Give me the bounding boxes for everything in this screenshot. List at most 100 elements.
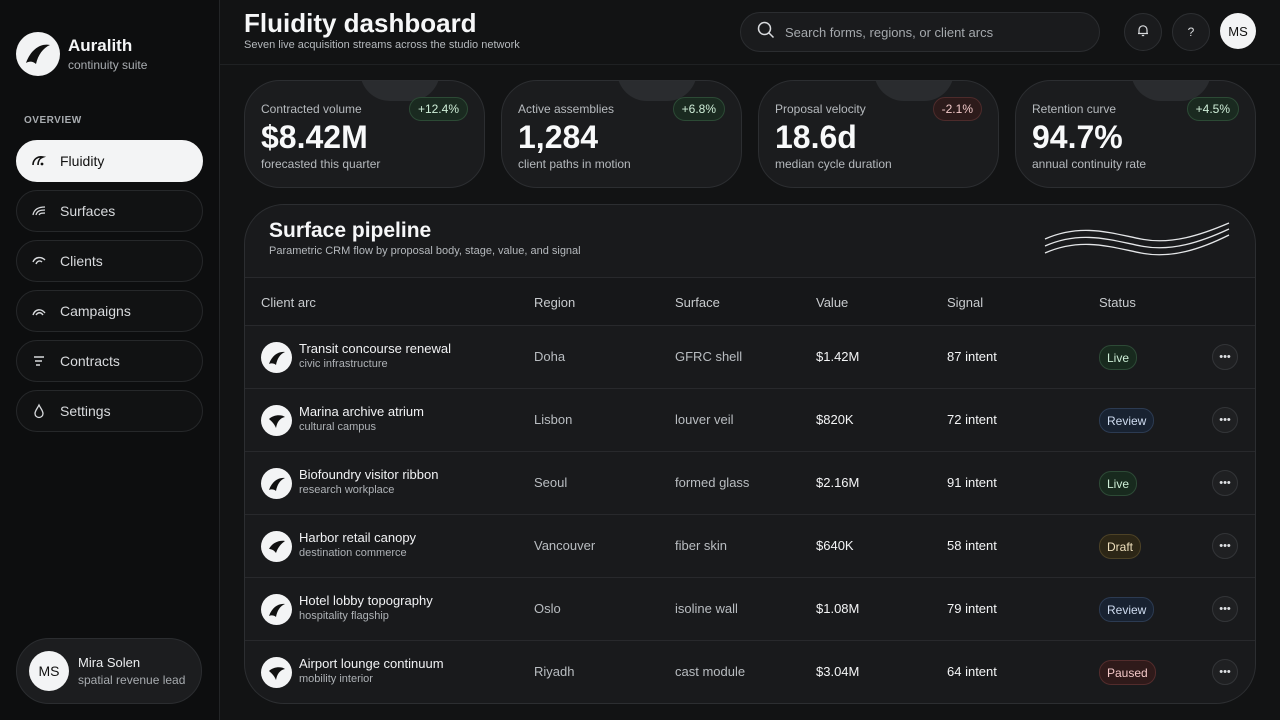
pipeline-subtitle: Parametric CRM flow by proposal body, st… (269, 245, 581, 257)
brand-text: Auralith continuity suite (68, 36, 147, 72)
column-header-status[interactable]: Status (1099, 295, 1136, 310)
value-cell: $2.16M (816, 475, 860, 490)
kpi-card-notch (360, 81, 440, 101)
more-options-button[interactable]: ••• (1212, 470, 1238, 496)
table-row[interactable]: Hotel lobby topography hospitality flags… (245, 578, 1255, 641)
notifications-button[interactable] (1124, 13, 1162, 51)
surface-cell: fiber skin (675, 538, 728, 553)
kpi-label: Active assemblies (518, 102, 615, 116)
ellipsis-icon: ••• (1219, 665, 1231, 678)
kpi-label: Contracted volume (261, 102, 362, 116)
ellipsis-icon: ••• (1219, 476, 1231, 489)
header-divider (220, 64, 1280, 65)
page-subtitle: Seven live acquisition streams across th… (244, 39, 520, 51)
auralith-logo-icon (16, 32, 60, 76)
signal-cell: 87 intent (947, 349, 997, 364)
value-cell: $3.04M (816, 664, 860, 679)
table-row[interactable]: Biofoundry visitor ribbon research workp… (245, 452, 1255, 515)
kpi-note: client paths in motion (518, 157, 631, 171)
more-options-button[interactable]: ••• (1212, 407, 1238, 433)
more-options-button[interactable]: ••• (1212, 533, 1238, 559)
surface-pipeline-panel: Surface pipeline Parametric CRM flow by … (244, 204, 1256, 704)
table-row[interactable]: Airport lounge continuum mobility interi… (245, 641, 1255, 703)
sidebar-item-clients[interactable]: Clients (16, 240, 203, 282)
client-arc-logo-icon (261, 594, 292, 625)
page-title: Fluidity dashboard (244, 8, 477, 38)
kpi-delta-badge: +6.8% (672, 97, 725, 121)
help-button[interactable]: ? (1172, 13, 1210, 51)
table-row[interactable]: Harbor retail canopy destination commerc… (245, 515, 1255, 578)
surface-cell: isoline wall (675, 601, 738, 616)
flow-wave-decoration-icon (1044, 222, 1230, 256)
client-category: research workplace (299, 484, 395, 496)
drop-icon (31, 403, 47, 419)
sidebar-item-fluidity[interactable]: Fluidity (16, 140, 203, 182)
user-profile-card[interactable]: MS Mira Solen spatial revenue lead (16, 638, 202, 704)
sidebar-item-label: Surfaces (60, 203, 116, 219)
client-name: Marina archive atrium (299, 404, 424, 419)
region-cell: Seoul (534, 475, 568, 490)
signal-cell: 79 intent (947, 601, 997, 616)
value-cell: $1.42M (816, 349, 860, 364)
column-header-signal[interactable]: Signal (947, 295, 984, 310)
sidebar-item-contracts[interactable]: Contracts (16, 340, 203, 382)
user-name: Mira Solen (78, 655, 141, 670)
ellipsis-icon: ••• (1219, 602, 1231, 615)
kpi-label: Proposal velocity (775, 102, 866, 116)
sidebar-item-label: Campaigns (60, 303, 131, 319)
search-input[interactable] (785, 24, 1085, 40)
kpi-card-contracted-volume[interactable]: Contracted volume $8.42M forecasted this… (244, 80, 485, 188)
sidebar-item-surfaces[interactable]: Surfaces (16, 190, 203, 232)
sidebar-item-label: Settings (60, 403, 111, 419)
column-header-client-arc[interactable]: Client arc (261, 295, 316, 310)
sidebar-item-campaigns[interactable]: Campaigns (16, 290, 203, 332)
column-header-region[interactable]: Region (534, 295, 576, 310)
more-options-button[interactable]: ••• (1212, 659, 1238, 685)
table-row[interactable]: Marina archive atrium cultural campus Li… (245, 389, 1255, 452)
region-cell: Lisbon (534, 412, 573, 427)
surface-cell: louver veil (675, 412, 734, 427)
value-cell: $820K (816, 412, 854, 427)
kpi-card-retention-curve[interactable]: Retention curve 94.7% annual continuity … (1015, 80, 1256, 188)
brand-subtitle: continuity suite (68, 58, 148, 72)
column-header-surface[interactable]: Surface (675, 295, 720, 310)
header-avatar[interactable]: MS (1220, 13, 1256, 49)
client-category: cultural campus (299, 421, 377, 433)
status-badge: Live (1099, 345, 1138, 370)
client-arc-logo-icon (261, 468, 292, 499)
kpi-card-active-assemblies[interactable]: Active assemblies 1,284 client paths in … (501, 80, 742, 188)
client-arc-logo-icon (261, 342, 292, 373)
gauge-icon (31, 153, 47, 169)
help-label: ? (1187, 25, 1195, 39)
status-badge: Live (1099, 471, 1138, 496)
table-row[interactable]: Transit concourse renewal civic infrastr… (245, 326, 1255, 389)
more-options-button[interactable]: ••• (1212, 596, 1238, 622)
client-arc-icon (31, 253, 47, 269)
surface-cell: GFRC shell (675, 349, 743, 364)
brand[interactable]: Auralith continuity suite (16, 32, 147, 76)
kpi-card-proposal-velocity[interactable]: Proposal velocity 18.6d median cycle dur… (758, 80, 999, 188)
sidebar-item-settings[interactable]: Settings (16, 390, 203, 432)
column-header-value[interactable]: Value (816, 295, 849, 310)
region-cell: Riyadh (534, 664, 575, 679)
client-arc-logo-icon (261, 405, 292, 436)
sidebar-item-label: Clients (60, 253, 103, 269)
region-cell: Vancouver (534, 538, 596, 553)
sidebar-item-label: Fluidity (60, 153, 105, 169)
ellipsis-icon: ••• (1219, 350, 1231, 363)
signal-cell: 91 intent (947, 475, 997, 490)
signal-cell: 58 intent (947, 538, 997, 553)
status-badge: Draft (1099, 534, 1142, 559)
kpi-delta-badge: +4.5% (1186, 97, 1239, 121)
region-cell: Doha (534, 349, 566, 364)
pipeline-title: Surface pipeline (269, 219, 432, 242)
kpi-card-notch (617, 81, 697, 101)
ellipsis-icon: ••• (1219, 413, 1231, 426)
search-bar[interactable] (740, 12, 1100, 52)
user-info: Mira Solen spatial revenue lead (78, 655, 185, 687)
more-options-button[interactable]: ••• (1212, 344, 1238, 370)
signal-cell: 72 intent (947, 412, 997, 427)
kpi-label: Retention curve (1032, 102, 1117, 116)
surface-cell: cast module (675, 664, 746, 679)
value-cell: $640K (816, 538, 854, 553)
